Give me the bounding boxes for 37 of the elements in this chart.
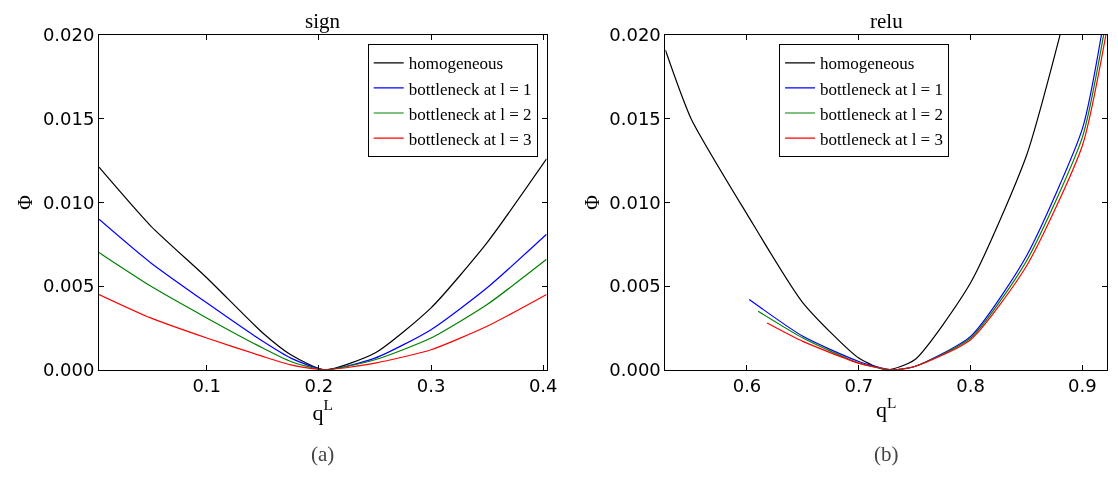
legend-label: bottleneck at l = 2 (408, 104, 532, 124)
legend-label: homogeneous (820, 54, 915, 74)
x-tick-label: 0.1 (192, 375, 222, 397)
y-tick-label: 0.010 (609, 191, 661, 213)
x-tick-label: 0.9 (1068, 375, 1097, 397)
chart-title: sign (305, 9, 341, 33)
legend-label: bottleneck at l = 1 (820, 79, 943, 99)
line-series (99, 252, 547, 370)
y-tick-label: 0.020 (609, 24, 661, 46)
x-tick-label: 0.7 (844, 375, 874, 397)
x-axis-title: q$^{L}$ (875, 394, 897, 423)
text: (b) (874, 442, 899, 466)
x-tick-label: 0.4 (528, 375, 558, 397)
legend-label: bottleneck at l = 1 (408, 79, 532, 99)
legend-label: bottleneck at l = 3 (820, 129, 943, 149)
x-tick-label: 0.6 (732, 375, 762, 397)
y-tick-label: 0.015 (609, 107, 661, 129)
line-series (99, 293, 547, 370)
y-tick-label: 0.000 (609, 359, 661, 381)
x-tick-label: 0.2 (304, 375, 334, 397)
y-tick-label: 0.005 (609, 275, 661, 297)
y-tick-label: 0.010 (42, 191, 95, 213)
x-tick-label: 0.3 (416, 375, 446, 397)
legend-label: bottleneck at l = 2 (820, 104, 943, 124)
y-tick-label: 0.000 (42, 359, 95, 381)
x-axis-title: q$^{L}$ (312, 396, 333, 425)
y-tick-label: 0.005 (42, 275, 95, 297)
x-tick-label: 0.8 (956, 375, 985, 397)
line-series (99, 218, 547, 370)
chart-title: relu (870, 9, 904, 33)
y-tick-label: 0.020 (42, 24, 95, 46)
legend-label: bottleneck at l = 3 (408, 129, 532, 149)
text: (a) (311, 442, 335, 466)
legend-label: homogeneous (408, 54, 504, 74)
y-axis-title: Φ (580, 194, 603, 210)
y-tick-label: 0.015 (42, 107, 95, 129)
y-axis-title: Φ (14, 194, 37, 210)
